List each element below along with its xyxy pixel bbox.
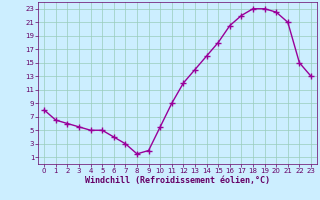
X-axis label: Windchill (Refroidissement éolien,°C): Windchill (Refroidissement éolien,°C) bbox=[85, 176, 270, 185]
